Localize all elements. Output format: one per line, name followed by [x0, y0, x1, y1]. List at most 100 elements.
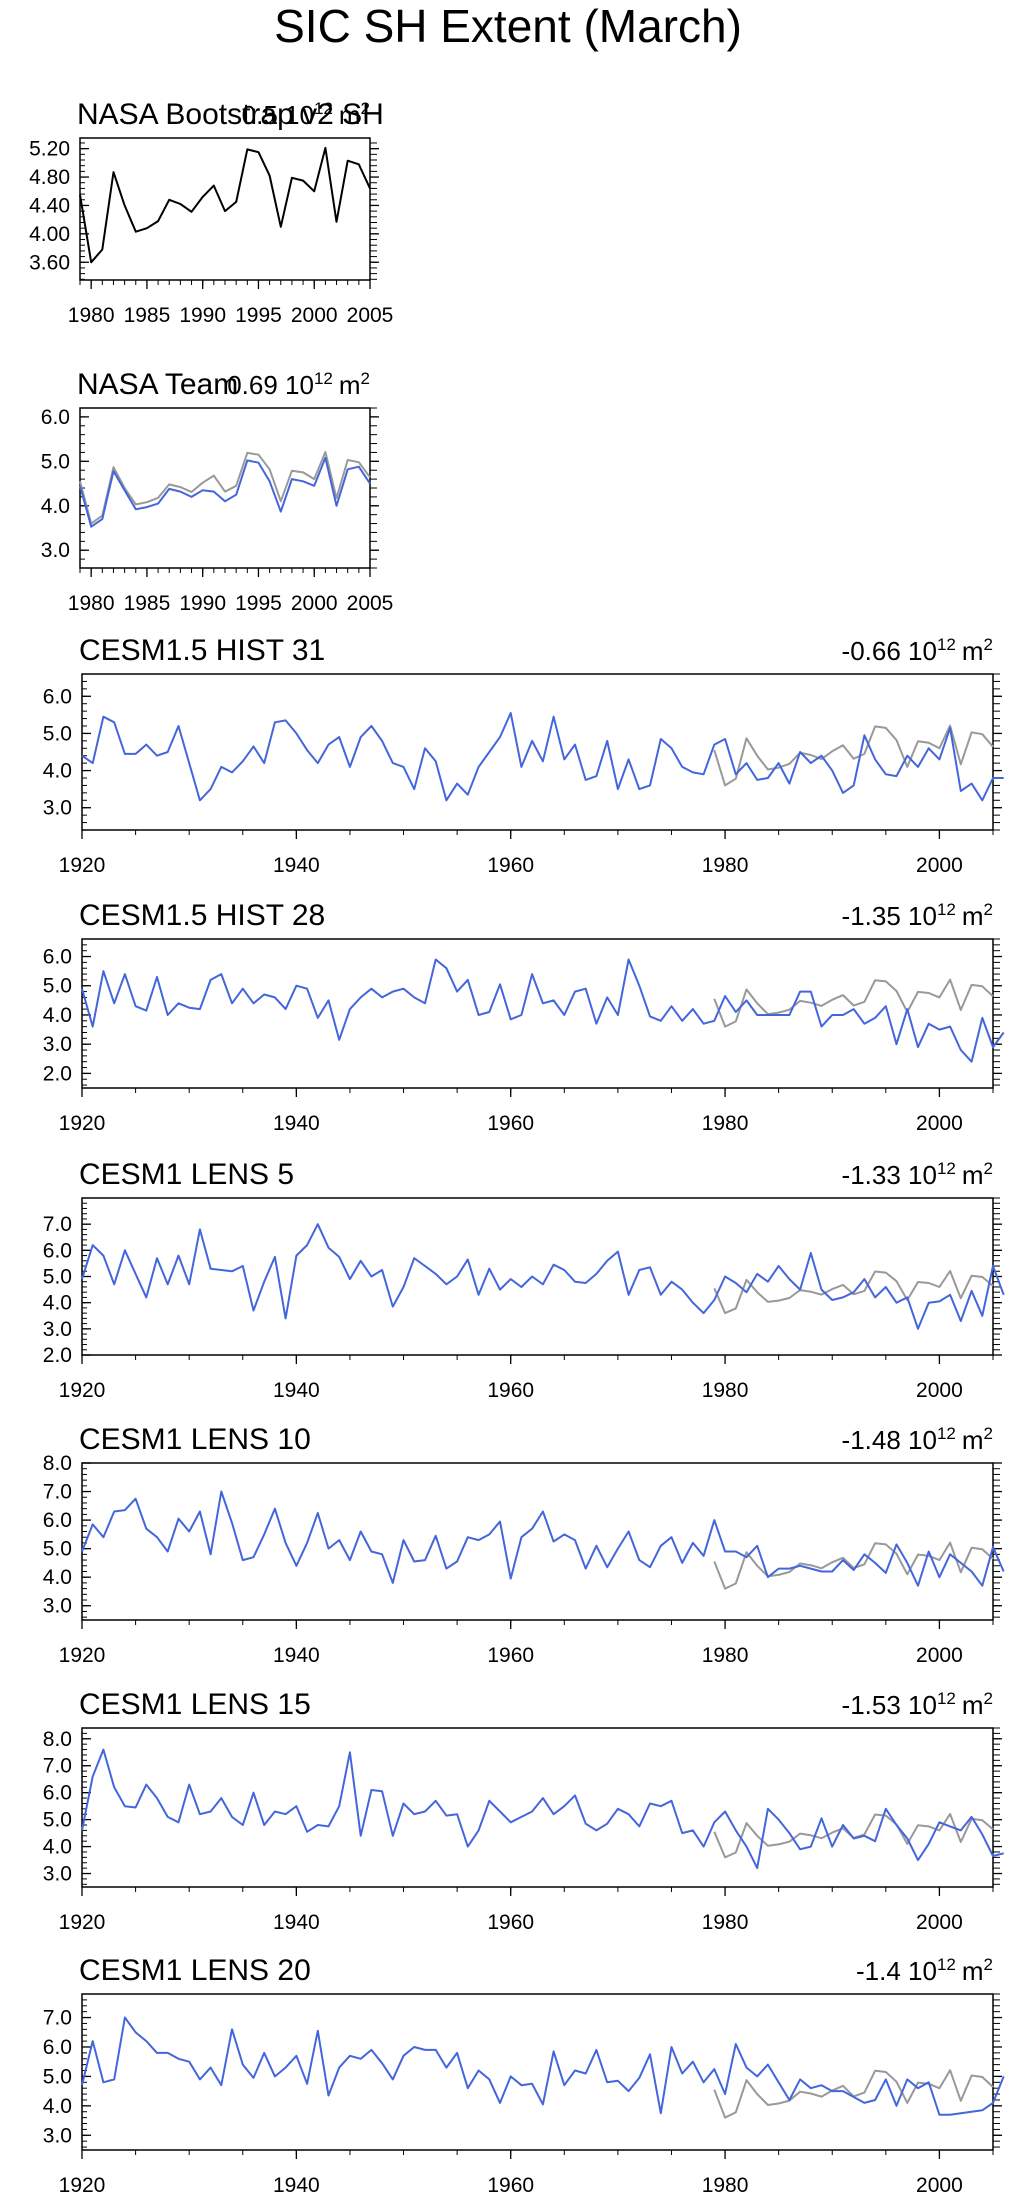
series-line-cesm1-lens-5 [81, 1223, 1005, 1330]
unit-exponent: 12 [314, 99, 333, 118]
series-line-observed [713, 978, 994, 1028]
x-tick-label: 1920 [59, 1644, 106, 1667]
y-tick-label: 4.0 [43, 1566, 72, 1589]
x-tick-label: 1960 [487, 1644, 534, 1667]
x-tick-label: 1920 [59, 1911, 106, 1934]
x-tick-label: 1960 [487, 2174, 534, 2197]
series-line-observed [713, 1541, 994, 1590]
unit-m: m [962, 901, 984, 931]
y-tick-label: 4.0 [43, 2095, 72, 2118]
y-tick-label: 5.0 [43, 2065, 72, 2088]
panel-cesm1-lens-10: CESM1 LENS 10 -1.48 1012 m2 3.0 4.0 5.0 6.0 7.0… [43, 1423, 1005, 1667]
y-tick-label: 4.00 [29, 223, 70, 246]
y-tick-label: 8.0 [43, 1728, 72, 1751]
x-tick-label: 1990 [179, 592, 226, 615]
y-tick-label: 6.0 [43, 1509, 72, 1532]
unit-exponent: 12 [937, 900, 956, 919]
panel-title: CESM1 LENS 10 [79, 1423, 311, 1456]
y-tick-label: 5.0 [41, 450, 70, 473]
y-tick-label: 4.0 [43, 760, 72, 783]
x-tick-label: 1920 [59, 1112, 106, 1135]
trend-label: -1.4 1012 m2 [856, 1955, 993, 1986]
series-line-cesm1-lens-15 [81, 1748, 1004, 1870]
trend-label: -1.48 1012 m2 [842, 1424, 993, 1455]
y-tick-label: 3.0 [43, 1033, 72, 1056]
y-tick-label: 5.20 [29, 138, 70, 161]
x-tick-label: 1995 [235, 592, 282, 615]
x-tick-label: 2000 [916, 1644, 963, 1667]
series-line-cesm1-lens-20 [81, 2016, 1005, 2116]
x-tick-label: 1960 [487, 1112, 534, 1135]
x-tick-label: 1995 [235, 304, 282, 327]
panel-cesm15-hist-31: CESM1.5 HIST 31 -0.66 1012 m2 3.0 4.0 5.0 6.0 1… [43, 634, 1004, 877]
series-line-cesm1-5-hist-28 [81, 958, 1005, 1063]
plot-frame [81, 1462, 994, 1621]
x-tick-label: 1980 [702, 1379, 749, 1402]
unit-exponent: 12 [937, 1159, 956, 1178]
unit-squared: 2 [984, 1424, 993, 1443]
unit-squared: 2 [984, 900, 993, 919]
figure-title: SIC SH Extent (March) [274, 0, 742, 52]
plot-frame [81, 1727, 994, 1888]
x-tick-label: 2000 [916, 1112, 963, 1135]
x-tick-label: 1960 [487, 1379, 534, 1402]
series-line-nasa-bootstrap-v2-sh [79, 146, 371, 264]
trend-value: -1.35 10 [842, 901, 937, 931]
x-tick-label: 1920 [59, 2174, 106, 2197]
panel-title: CESM1 LENS 20 [79, 1954, 311, 1987]
unit-m: m [962, 1956, 984, 1986]
series-line-nasa-team [79, 456, 371, 528]
trend-label: -1.33 1012 m2 [842, 1159, 993, 1190]
y-tick-label: 7.0 [43, 1755, 72, 1778]
series-line-observed [713, 1813, 994, 1859]
plot-frame [81, 1993, 994, 2151]
x-tick-label: 2000 [291, 304, 338, 327]
y-tick-label: 8.0 [43, 1452, 72, 1475]
y-tick-label: 4.0 [41, 495, 70, 518]
unit-squared: 2 [361, 99, 370, 118]
panel-cesm1-lens-5: CESM1 LENS 5 -1.33 1012 m2 2.0 3.0 4.0 5.0 6.0 7… [43, 1158, 1005, 1402]
unit-exponent: 12 [937, 1424, 956, 1443]
y-tick-label: 6.0 [43, 946, 72, 969]
x-tick-label: 2000 [916, 854, 963, 877]
trend-value: -1.53 10 [842, 1690, 937, 1720]
panel-title: CESM1 LENS 5 [79, 1158, 294, 1191]
unit-exponent: 12 [314, 369, 333, 388]
unit-m: m [962, 1690, 984, 1720]
trend-value: -1.4 10 [856, 1956, 937, 1986]
x-tick-label: 1940 [273, 1112, 320, 1135]
x-tick-label: 1985 [124, 304, 171, 327]
y-tick-label: 6.0 [43, 1782, 72, 1805]
trend-label: 0.5 1012 m2 [242, 99, 370, 130]
series-line-cesm1-5-hist-31 [81, 712, 1004, 802]
x-tick-label: 2000 [916, 1911, 963, 1934]
unit-squared: 2 [984, 1689, 993, 1708]
x-tick-label: 1960 [487, 854, 534, 877]
plot-frame [81, 938, 994, 1089]
x-tick-label: 1940 [273, 2174, 320, 2197]
unit-squared: 2 [984, 635, 993, 654]
y-tick-label: 2.0 [43, 1344, 72, 1367]
x-tick-label: 1940 [273, 1911, 320, 1934]
y-tick-label: 3.60 [29, 251, 70, 274]
unit-exponent: 12 [937, 1689, 956, 1708]
y-tick-label: 3.0 [43, 1863, 72, 1886]
y-tick-label: 3.0 [43, 2124, 72, 2147]
y-tick-label: 2.0 [43, 1062, 72, 1085]
trend-label: -0.66 1012 m2 [842, 635, 993, 666]
y-tick-label: 5.0 [43, 1266, 72, 1289]
x-tick-label: 1940 [273, 854, 320, 877]
panels: NASA Bootstrap v2 SH0.5 1012 m23.604.004.… [29, 98, 1005, 2197]
series-line-observed [713, 2069, 994, 2119]
y-tick-label: 4.0 [43, 1004, 72, 1027]
panel-nasa-bootstrap: NASA Bootstrap v2 SH0.5 1012 m2 3.60 4.00 4.… [29, 98, 393, 327]
unit-squared: 2 [361, 369, 370, 388]
plot-frame [81, 673, 994, 831]
unit-squared: 2 [984, 1159, 993, 1178]
series-line-observed [713, 724, 994, 787]
panel-title: CESM1.5 HIST 31 [79, 634, 325, 667]
unit-m: m [962, 636, 984, 666]
y-tick-label: 3.0 [41, 539, 70, 562]
y-tick-label: 6.0 [43, 685, 72, 708]
